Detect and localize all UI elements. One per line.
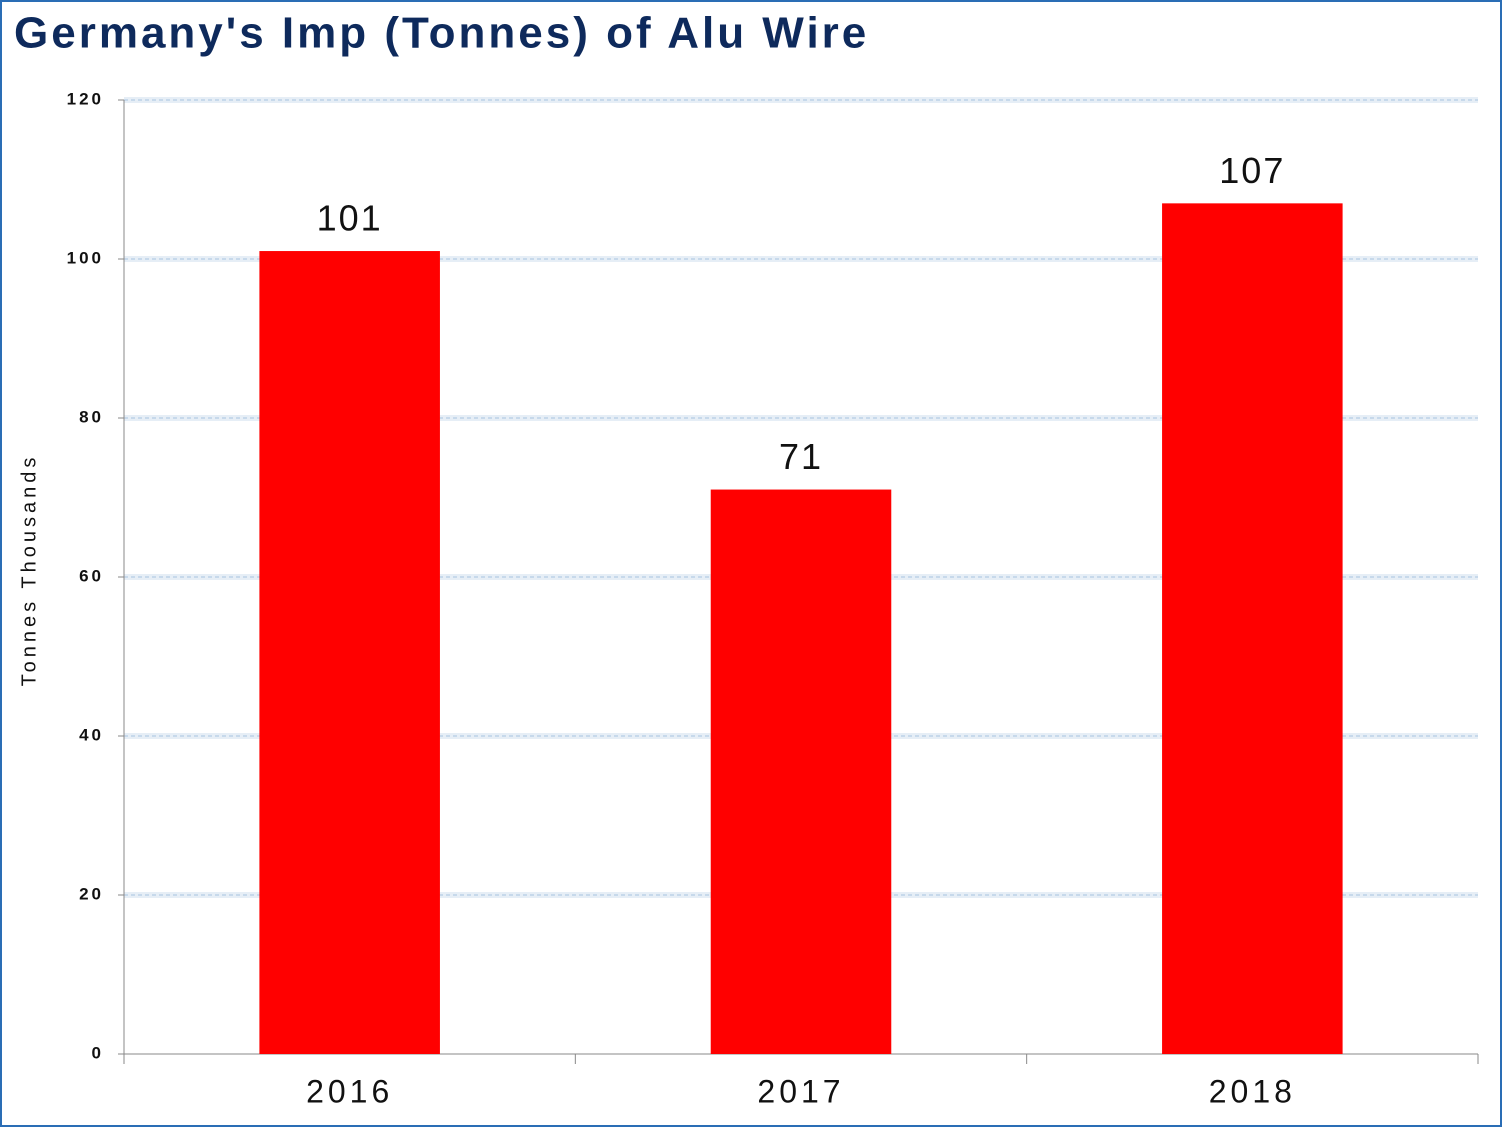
- chart-title: Germany's Imp (Tonnes) of Alu Wire: [14, 9, 869, 58]
- y-tick-label: 120: [67, 89, 104, 108]
- y-tick-label: 40: [79, 725, 104, 744]
- y-tick-label: 20: [79, 884, 104, 903]
- x-tick-label: 2016: [306, 1073, 393, 1109]
- value-label: 107: [1219, 150, 1285, 191]
- value-label: 71: [779, 436, 823, 477]
- y-tick-label: 60: [79, 566, 104, 585]
- x-tick-label: 2017: [757, 1073, 844, 1109]
- y-tick-label: 0: [92, 1043, 104, 1062]
- y-tick-label: 100: [67, 248, 104, 267]
- y-tick-label: 80: [79, 407, 104, 426]
- bar: [710, 489, 892, 1054]
- bar: [259, 251, 440, 1055]
- y-axis-label: Tonnes Thousands: [18, 454, 40, 687]
- x-tick-label: 2018: [1209, 1073, 1296, 1109]
- value-label: 101: [317, 198, 383, 239]
- bar: [1162, 203, 1343, 1055]
